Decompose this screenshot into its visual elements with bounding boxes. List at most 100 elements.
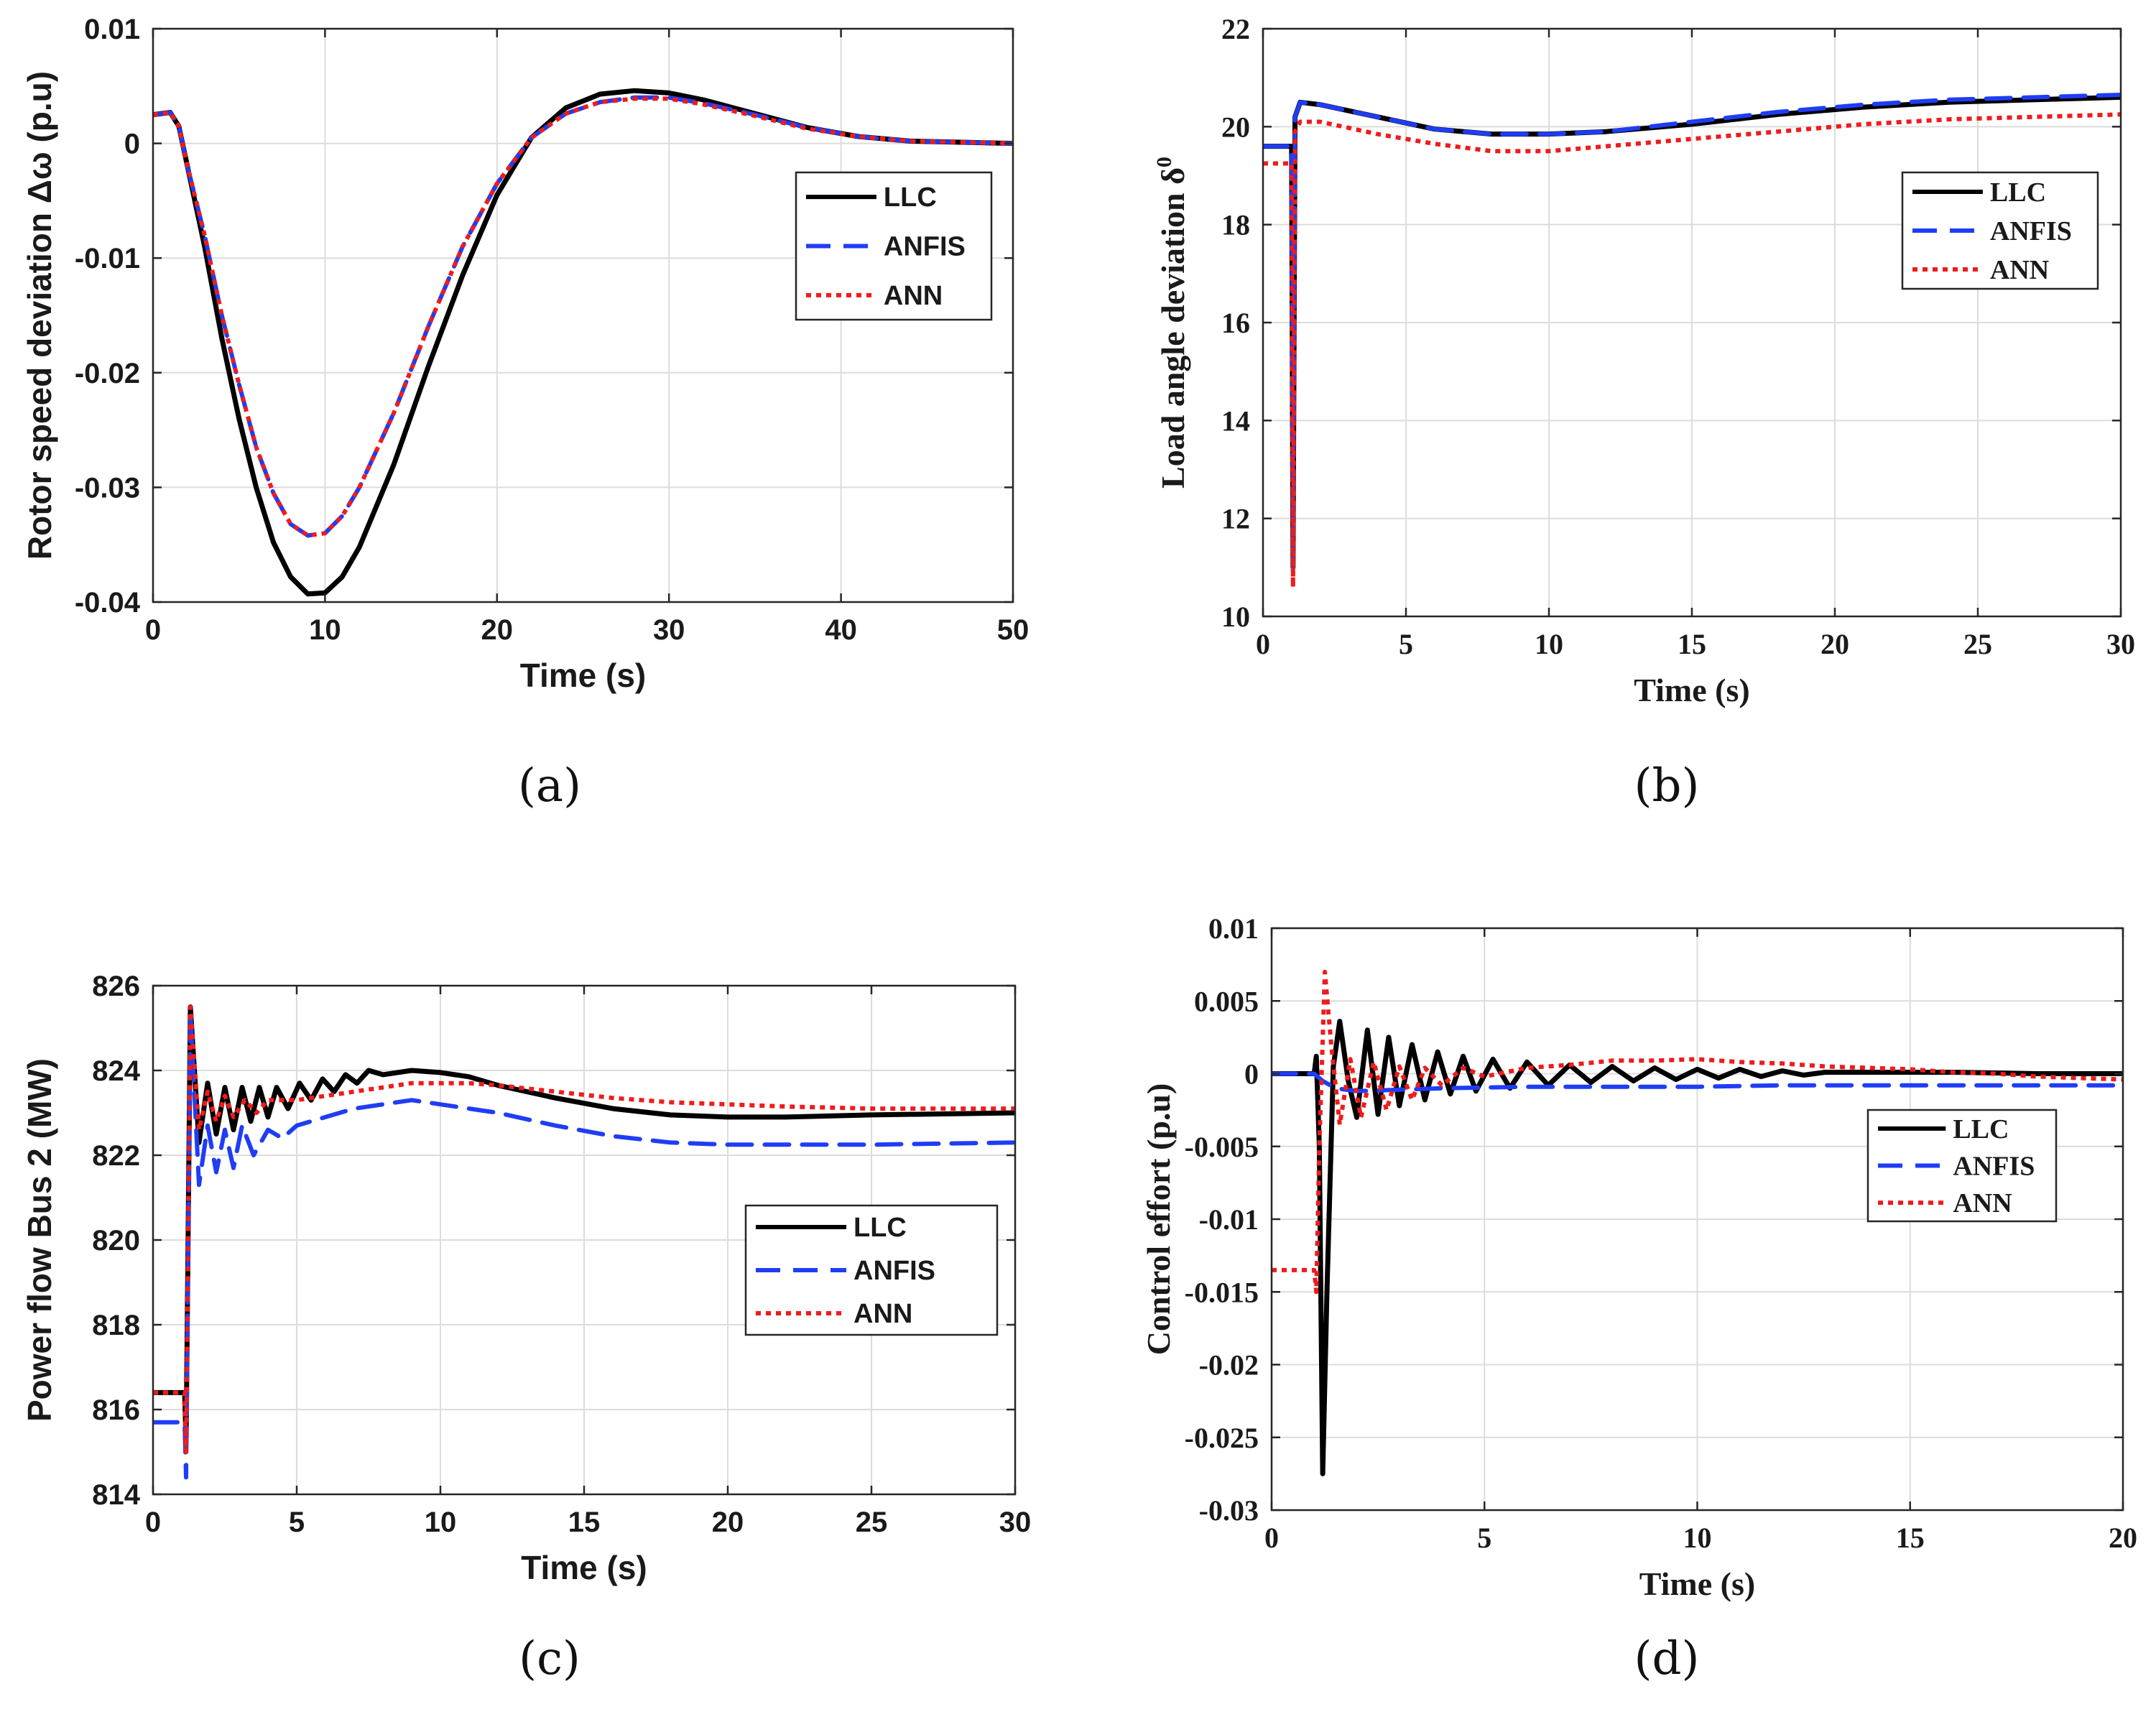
chart-panel-d: 0 5 10 15 20 -0.03 -0.025 -0.02 -0.015 -0.01 -0.00… — [1140, 912, 2137, 1685]
y-tick-label: 820 — [92, 1225, 140, 1257]
x-tick-label: 10 — [1535, 628, 1563, 660]
legend: LLC ANFIS ANN — [744, 1204, 999, 1336]
series-line-ann — [1263, 112, 2121, 590]
y-tick-label: -0.02 — [75, 358, 140, 389]
x-axis-title: Time (s) — [1634, 672, 1749, 708]
y-axis-title: Control effort (p.u) — [1140, 1083, 1177, 1356]
y-axis-title: Rotor speed deviation Δω (p.u) — [21, 71, 58, 560]
series-line-anfis — [153, 1009, 1015, 1480]
y-tick-label: 20 — [1221, 111, 1250, 143]
x-tick-label: 25 — [1963, 628, 1992, 660]
x-tick-label: 20 — [481, 614, 514, 646]
series-group — [153, 1004, 1015, 1480]
panel-caption: (a) — [518, 759, 581, 813]
y-axis-title: Load angle deviation δ0 — [1152, 157, 1191, 489]
axes-box — [152, 27, 1014, 603]
legend-label-anfis: ANFIS — [853, 1256, 935, 1286]
x-tick-label: 15 — [1678, 628, 1706, 660]
y-axis-title: Power flow Bus 2 (MW) — [21, 1058, 58, 1422]
y-tick-label: 822 — [92, 1140, 140, 1172]
x-tick-label: 0 — [145, 1507, 161, 1538]
y-tick-label: 12 — [1221, 503, 1250, 535]
panel-caption: (d) — [1634, 1632, 1700, 1685]
legend-label-anfis: ANFIS — [884, 232, 966, 262]
y-tick-label: -0.03 — [75, 472, 140, 504]
legend-label-anfis: ANFIS — [1990, 216, 2072, 246]
x-tick-label: 30 — [2106, 628, 2135, 660]
y-tick-label: 0 — [124, 129, 140, 160]
x-tick-label: 20 — [2109, 1522, 2137, 1554]
y-tick-label: 10 — [1221, 601, 1250, 633]
y-tick-label: -0.03 — [1199, 1494, 1259, 1527]
y-tick-label: 22 — [1221, 13, 1250, 45]
panel-caption: (b) — [1634, 759, 1700, 813]
legend-label-ann: ANN — [884, 281, 943, 311]
series-line-llc — [1272, 1019, 2123, 1476]
x-tick-label: 50 — [997, 614, 1030, 646]
series-line-ann — [153, 96, 1013, 538]
legend-label-ann: ANN — [1990, 255, 2049, 285]
x-tick-label: 20 — [1820, 628, 1849, 660]
y-axis-title-superscript: 0 — [1152, 157, 1176, 167]
series-group — [1272, 969, 2123, 1476]
chart-panel-a: 0 10 20 30 40 50 -0.04 -0.03 -0.02 -0.01 0 0.01 Time… — [21, 14, 1029, 813]
panel-caption: (c) — [519, 1632, 580, 1685]
series-group — [153, 88, 1013, 597]
series-group — [1263, 93, 2121, 590]
y-tick-label: 0 — [1244, 1058, 1259, 1091]
y-tick-label: -0.04 — [75, 587, 141, 619]
x-tick-label: 25 — [856, 1507, 888, 1538]
y-tick-label: 816 — [92, 1394, 140, 1426]
y-tick-label: 0.01 — [1208, 912, 1259, 945]
y-tick-label: -0.025 — [1185, 1422, 1259, 1454]
series-line-anfis — [1263, 93, 2121, 570]
y-tick-label: 824 — [92, 1055, 140, 1087]
x-axis-title: Time (s) — [521, 1549, 647, 1586]
x-tick-label: 0 — [1264, 1522, 1279, 1554]
legend: LLC ANFIS ANN — [1901, 171, 2099, 290]
x-tick-label: 0 — [1256, 628, 1270, 660]
series-line-ann — [1272, 969, 2123, 1295]
y-tick-label: 826 — [92, 971, 140, 1002]
y-tick-label: 814 — [92, 1479, 140, 1511]
y-tick-label: -0.005 — [1185, 1131, 1259, 1163]
y-tick-label: 818 — [92, 1310, 140, 1341]
y-tick-label: 18 — [1221, 209, 1250, 241]
x-axis-title: Time (s) — [1639, 1565, 1755, 1602]
chart-panel-c: 0 5 10 15 20 25 30 814 816 818 820 822 824 826 Time (s… — [21, 971, 1031, 1685]
x-tick-label: 10 — [425, 1507, 457, 1538]
x-tick-label: 5 — [1399, 628, 1413, 660]
y-tick-label: -0.01 — [75, 243, 140, 274]
legend: LLC ANFIS ANN — [795, 171, 993, 321]
legend-label-llc: LLC — [853, 1213, 907, 1243]
legend-label-llc: LLC — [1953, 1114, 2009, 1144]
x-tick-label: 15 — [1896, 1522, 1925, 1554]
chart-panel-b: 0 5 10 15 20 25 30 10 12 14 16 18 20 22 Time (s) Load a… — [1152, 13, 2135, 813]
x-tick-label: 10 — [1683, 1522, 1712, 1554]
series-line-llc — [153, 88, 1013, 597]
x-tick-label: 30 — [653, 614, 685, 646]
x-tick-label: 5 — [289, 1507, 305, 1538]
x-tick-label: 40 — [825, 614, 857, 646]
x-tick-label: 20 — [712, 1507, 744, 1538]
y-tick-label: -0.01 — [1199, 1203, 1259, 1236]
y-tick-label: 0.005 — [1194, 985, 1259, 1017]
x-tick-label: 5 — [1477, 1522, 1491, 1554]
legend-label-anfis: ANFIS — [1953, 1152, 2035, 1182]
x-tick-label: 30 — [999, 1507, 1032, 1538]
legend-label-llc: LLC — [1990, 177, 2046, 208]
x-tick-label: 0 — [145, 614, 161, 646]
series-line-ann — [153, 1004, 1015, 1454]
x-axis-title: Time (s) — [520, 657, 647, 694]
y-tick-label: -0.02 — [1199, 1349, 1259, 1382]
y-tick-label: 0.01 — [84, 14, 140, 45]
legend-label-ann: ANN — [1953, 1188, 2012, 1218]
y-tick-label: -0.015 — [1185, 1276, 1259, 1308]
legend: LLC ANFIS ANN — [1866, 1109, 2058, 1223]
x-tick-label: 10 — [309, 614, 341, 646]
legend-label-llc: LLC — [884, 182, 937, 213]
series-line-anfis — [1272, 1071, 2123, 1093]
x-tick-label: 15 — [568, 1507, 601, 1538]
y-tick-label: 16 — [1221, 307, 1250, 339]
